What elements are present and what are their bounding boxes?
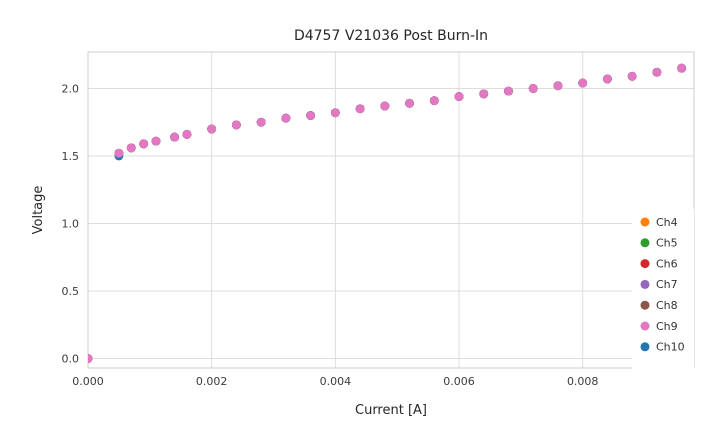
point-Ch9 <box>504 86 513 96</box>
legend-label-Ch4: Ch4 <box>656 216 678 229</box>
point-Ch9 <box>652 67 662 77</box>
legend-label-Ch6: Ch6 <box>656 257 678 270</box>
point-Ch9 <box>256 117 266 127</box>
point-Ch9 <box>355 104 365 114</box>
point-Ch9 <box>603 74 612 84</box>
point-Ch9 <box>528 84 538 93</box>
x-axis-label: Current [A] <box>355 403 427 418</box>
y-tick-label: 1.5 <box>62 150 80 163</box>
x-tick-label: 0.000 <box>72 375 104 388</box>
point-Ch9 <box>281 113 291 123</box>
y-tick-label: 2.0 <box>62 82 80 95</box>
point-Ch9 <box>578 78 588 88</box>
plot-area-border <box>87 51 695 369</box>
x-tick-label: 0.004 <box>320 375 352 388</box>
point-Ch9 <box>126 143 136 153</box>
legend-marker-Ch6 <box>640 259 650 269</box>
legend-label-Ch5: Ch5 <box>656 237 678 250</box>
point-Ch9 <box>114 148 124 158</box>
point-Ch9 <box>207 124 217 134</box>
point-Ch9 <box>405 98 414 108</box>
legend-marker-Ch8 <box>640 300 650 310</box>
scatter-points <box>88 63 687 363</box>
point-Ch9 <box>454 92 464 101</box>
legend-marker-Ch9 <box>640 321 650 331</box>
chart-title: D4757 V21036 Post Burn-In <box>294 28 488 44</box>
point-Ch9 <box>151 136 161 146</box>
legend-marker-Ch10 <box>640 342 650 352</box>
legend-label-Ch8: Ch8 <box>656 299 678 312</box>
point-Ch9 <box>182 129 192 139</box>
point-Ch9 <box>170 132 179 142</box>
legend-label-Ch9: Ch9 <box>656 320 678 333</box>
point-Ch9 <box>429 96 439 106</box>
point-Ch9 <box>88 354 93 363</box>
y-tick-label: 0.5 <box>62 285 80 298</box>
point-Ch9 <box>479 89 489 99</box>
legend: Ch4 Ch5 Ch6 Ch7 Ch8 Ch9 Ch10 <box>632 209 694 369</box>
axis-tick-labels: 0.000 0.002 0.004 0.006 0.008 0.0 0.5 1.0 1.5 2.0 <box>62 82 599 388</box>
legend-marker-Ch4 <box>640 217 650 227</box>
y-tick-label: 0.0 <box>62 353 80 366</box>
y-tick-label: 1.0 <box>62 218 80 231</box>
legend-label-Ch7: Ch7 <box>656 278 678 291</box>
x-tick-label: 0.002 <box>196 375 228 388</box>
point-Ch9 <box>677 63 687 73</box>
legend-background <box>632 209 694 369</box>
point-Ch9 <box>306 111 316 120</box>
point-Ch9 <box>380 101 390 111</box>
point-Ch9 <box>330 108 340 118</box>
legend-marker-Ch5 <box>640 238 650 248</box>
x-tick-label: 0.008 <box>567 375 599 388</box>
point-Ch9 <box>627 71 637 81</box>
gridlines <box>87 52 694 368</box>
x-tick-label: 0.006 <box>443 375 475 388</box>
legend-marker-Ch7 <box>640 279 650 289</box>
point-Ch9 <box>232 120 241 130</box>
y-axis-label: Voltage <box>31 186 46 235</box>
legend-label-Ch10: Ch10 <box>656 341 685 354</box>
point-Ch9 <box>553 81 563 91</box>
point-Ch9 <box>139 139 149 149</box>
